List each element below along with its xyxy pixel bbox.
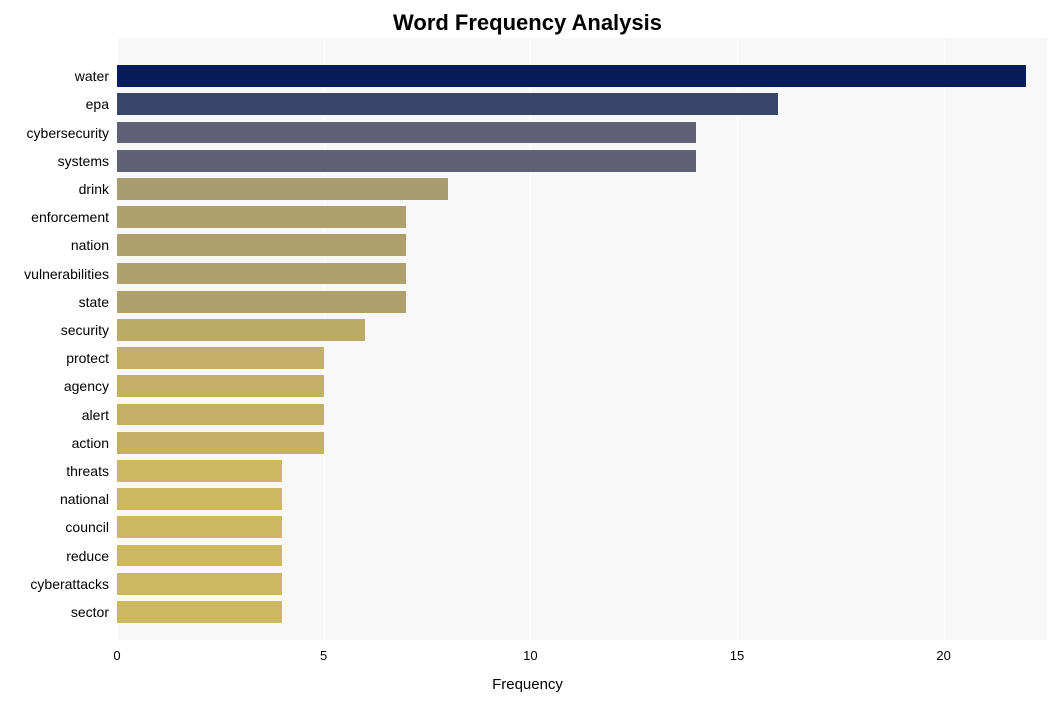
y-tick-label: threats	[66, 463, 117, 479]
x-axis-label: Frequency	[492, 676, 563, 693]
y-tick-label: water	[75, 68, 117, 84]
y-tick-label: council	[65, 519, 117, 535]
chart-title: Word Frequency Analysis	[0, 10, 1055, 36]
y-tick-label: epa	[86, 96, 117, 112]
x-tick-label: 5	[320, 640, 327, 663]
y-tick-label: alert	[82, 407, 117, 423]
y-tick-label: protect	[66, 350, 117, 366]
y-tick-label: state	[79, 294, 117, 310]
y-tick-label: cybersecurity	[27, 125, 117, 141]
bar	[117, 122, 696, 144]
y-tick-label: agency	[64, 378, 117, 394]
y-tick-label: vulnerabilities	[24, 266, 117, 282]
grid-line	[737, 38, 738, 640]
y-tick-label: security	[61, 322, 117, 338]
y-tick-label: enforcement	[31, 209, 117, 225]
y-tick-label: sector	[71, 604, 117, 620]
plot-area: 05101520waterepacybersecuritysystemsdrin…	[117, 38, 1047, 640]
bar	[117, 234, 406, 256]
bar	[117, 291, 406, 313]
bar	[117, 601, 282, 623]
bar	[117, 263, 406, 285]
chart-container: Word Frequency Analysis 05101520waterepa…	[0, 0, 1055, 701]
x-tick-label: 20	[936, 640, 950, 663]
y-tick-label: reduce	[66, 548, 117, 564]
bar	[117, 573, 282, 595]
bar	[117, 150, 696, 172]
y-tick-label: national	[60, 491, 117, 507]
y-tick-label: cyberattacks	[30, 576, 117, 592]
bar	[117, 460, 282, 482]
grid-line	[944, 38, 945, 640]
bar	[117, 319, 365, 341]
y-tick-label: nation	[71, 237, 117, 253]
bar	[117, 206, 406, 228]
x-tick-label: 10	[523, 640, 537, 663]
x-tick-label: 15	[730, 640, 744, 663]
bar	[117, 545, 282, 567]
bar	[117, 375, 324, 397]
y-tick-label: action	[72, 435, 117, 451]
bar	[117, 65, 1026, 87]
bar	[117, 516, 282, 538]
x-tick-label: 0	[113, 640, 120, 663]
bar	[117, 404, 324, 426]
bar	[117, 432, 324, 454]
bar	[117, 178, 448, 200]
bar	[117, 347, 324, 369]
bar	[117, 93, 778, 115]
y-tick-label: drink	[79, 181, 117, 197]
bar	[117, 488, 282, 510]
y-tick-label: systems	[58, 153, 117, 169]
